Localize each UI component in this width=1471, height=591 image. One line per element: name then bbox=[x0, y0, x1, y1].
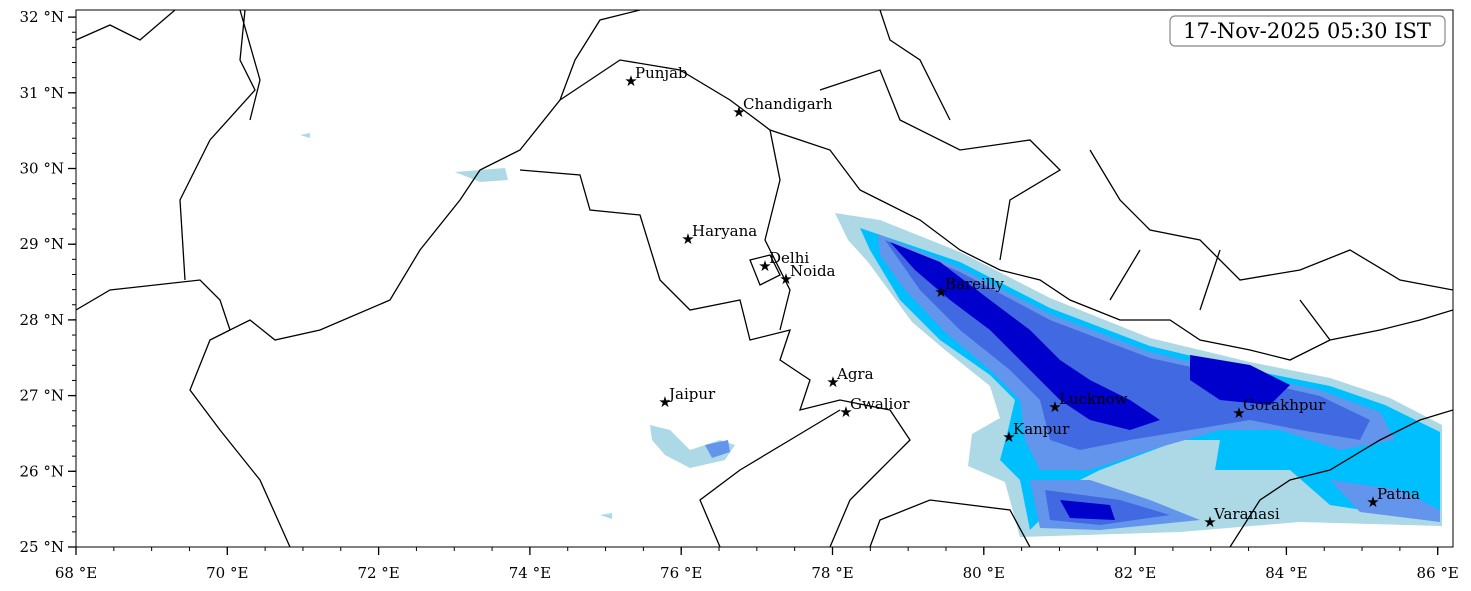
boundaries bbox=[76, 10, 1453, 547]
city-marker: ★ bbox=[826, 373, 839, 391]
city-marker: ★ bbox=[839, 403, 852, 421]
y-tick-label: 28 °N bbox=[20, 311, 64, 329]
city-marker: ★ bbox=[758, 257, 771, 275]
frame bbox=[75, 9, 1454, 548]
y-tick-label: 29 °N bbox=[20, 235, 64, 253]
timestamp: 17-Nov-2025 05:30 IST bbox=[1183, 19, 1431, 43]
y-tick-label: 26 °N bbox=[20, 462, 64, 480]
city-marker: ★ bbox=[658, 393, 671, 411]
y-tick-label: 30 °N bbox=[20, 160, 64, 178]
y-tick-label: 32 °N bbox=[20, 8, 64, 26]
city-label: Jaipur bbox=[667, 385, 716, 403]
city-label: Lucknow bbox=[1059, 390, 1128, 408]
cities: ★Punjab★Chandigarh★Haryana★Delhi★Noida★B… bbox=[624, 64, 1420, 531]
city-label: Chandigarh bbox=[743, 95, 833, 113]
city-marker: ★ bbox=[732, 103, 745, 121]
x-tick-label: 74 °E bbox=[509, 564, 551, 582]
city-label: Patna bbox=[1377, 485, 1420, 503]
city-label: Agra bbox=[836, 365, 874, 383]
city-label: Haryana bbox=[692, 222, 757, 240]
x-tick-label: 78 °E bbox=[811, 564, 853, 582]
city-label: Gorakhpur bbox=[1243, 396, 1326, 414]
city-label: Delhi bbox=[769, 249, 809, 267]
x-tick-label: 82 °E bbox=[1114, 564, 1156, 582]
city-marker: ★ bbox=[1048, 398, 1061, 416]
city-marker: ★ bbox=[1002, 428, 1015, 446]
y-tick-label: 25 °N bbox=[20, 538, 64, 556]
city-marker: ★ bbox=[681, 230, 694, 248]
city-label: Kanpur bbox=[1013, 420, 1070, 438]
x-tick-label: 80 °E bbox=[963, 564, 1005, 582]
city-label: Gwalior bbox=[850, 395, 910, 413]
city-label: Punjab bbox=[635, 64, 688, 82]
city-marker: ★ bbox=[624, 72, 637, 90]
city-marker: ★ bbox=[934, 283, 947, 301]
city-marker: ★ bbox=[1366, 493, 1379, 511]
x-tick-label: 72 °E bbox=[357, 564, 399, 582]
x-tick-label: 68 °E bbox=[55, 564, 97, 582]
city-label: Noida bbox=[790, 262, 836, 280]
precipitation bbox=[300, 133, 1442, 537]
city-marker: ★ bbox=[779, 270, 792, 288]
y-tick-label: 31 °N bbox=[20, 84, 64, 102]
city-label: Varanasi bbox=[1213, 505, 1280, 523]
x-tick-label: 70 °E bbox=[206, 564, 248, 582]
axes: 68 °E 70 °E 72 °E 74 °E 76 °E 78 °E 80 °E 82 °E… bbox=[20, 8, 1459, 582]
city-label: Bareilly bbox=[945, 275, 1004, 293]
x-tick-label: 84 °E bbox=[1265, 564, 1307, 582]
y-tick-label: 27 °N bbox=[20, 387, 64, 405]
x-tick-label: 76 °E bbox=[660, 564, 702, 582]
x-tick-label: 86 °E bbox=[1417, 564, 1459, 582]
city-marker: ★ bbox=[1203, 513, 1216, 531]
map-area bbox=[76, 10, 1453, 547]
city-marker: ★ bbox=[1232, 404, 1245, 422]
timestamp-box bbox=[1169, 15, 1446, 47]
